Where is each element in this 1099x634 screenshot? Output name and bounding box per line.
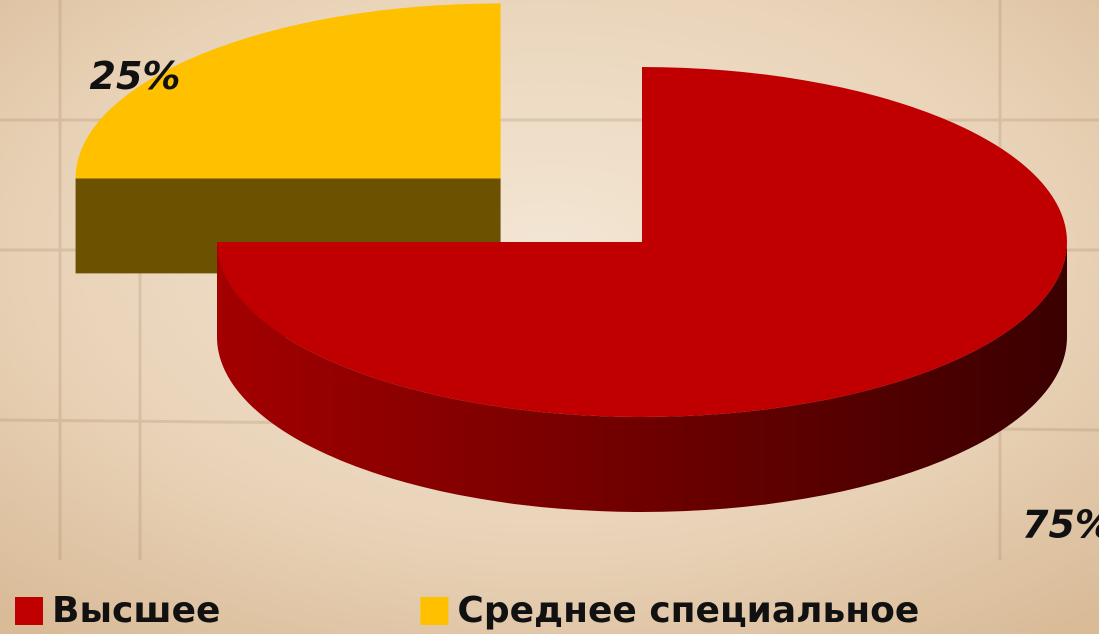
slice-top	[75, 3, 501, 179]
legend-label: Высшее	[52, 590, 220, 631]
data-label: 25%	[90, 54, 181, 98]
slice-top	[217, 67, 1067, 417]
data-label: 75%	[1022, 502, 1099, 546]
legend-swatch	[15, 597, 43, 625]
slice-side	[217, 242, 1067, 512]
legend-swatch	[420, 597, 449, 625]
slice	[217, 67, 1067, 512]
legend-label: Среднее специальное	[457, 590, 919, 631]
